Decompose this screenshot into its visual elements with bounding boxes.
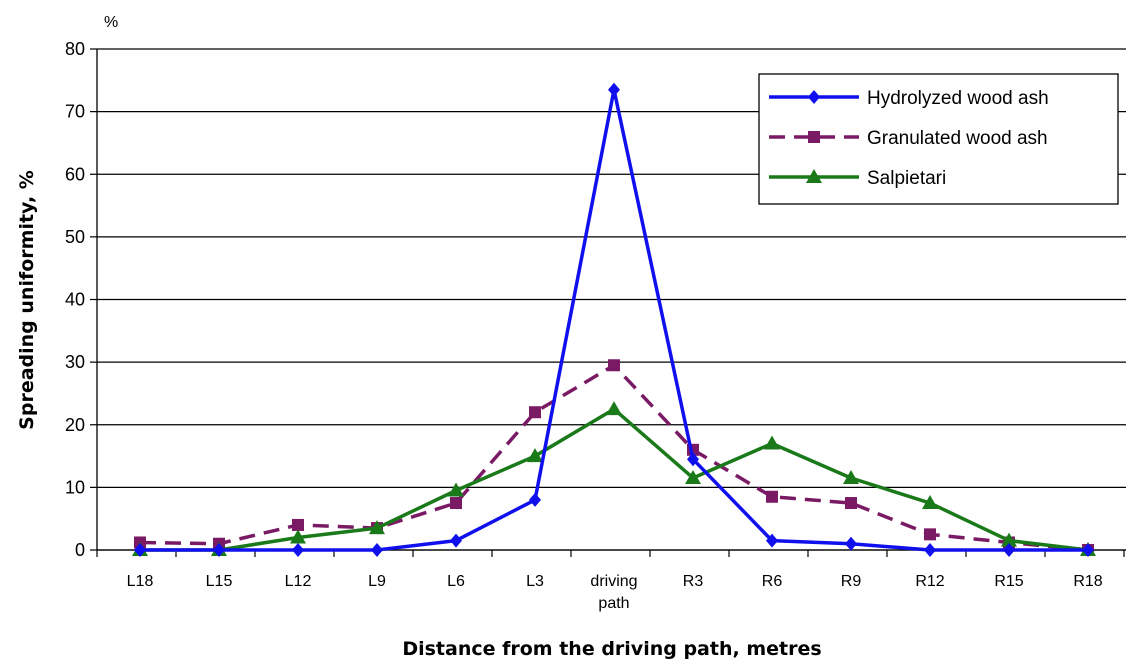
legend-marker-granulated-wood-ash	[808, 131, 820, 143]
y-tick-label-70: 70	[65, 102, 85, 122]
x-tick-label-driving-path: driving path	[590, 573, 637, 612]
data-point-salpietari	[764, 435, 780, 450]
y-tick-label-0: 0	[75, 540, 85, 560]
data-point-hydrolyzed-wood-ash	[292, 543, 304, 557]
data-point-granulated-wood-ash	[845, 497, 857, 510]
series-group	[132, 82, 1096, 557]
data-point-salpietari	[448, 482, 464, 497]
data-point-granulated-wood-ash	[924, 528, 936, 541]
y-tick-label-20: 20	[65, 415, 85, 435]
data-point-hydrolyzed-wood-ash	[1082, 543, 1094, 557]
x-tick-label-L12: L12	[285, 573, 312, 590]
x-tick-label-L15: L15	[206, 573, 233, 590]
data-point-hydrolyzed-wood-ash	[450, 533, 462, 548]
x-tick-label-R12: R12	[915, 573, 944, 590]
data-point-salpietari	[369, 520, 385, 535]
x-tick-label-R6: R6	[762, 573, 783, 590]
data-point-hydrolyzed-wood-ash	[134, 543, 146, 557]
data-point-salpietari	[290, 529, 306, 544]
data-point-salpietari	[1001, 532, 1017, 547]
data-point-granulated-wood-ash	[608, 359, 620, 372]
legend-label-salpietari: Salpietari	[867, 168, 946, 189]
legend-marker-hydrolyzed-wood-ash	[808, 90, 820, 104]
legend-label-granulated-wood-ash: Granulated wood ash	[867, 128, 1048, 149]
x-tick-label-L9: L9	[368, 573, 386, 590]
data-point-hydrolyzed-wood-ash	[371, 543, 383, 557]
data-point-hydrolyzed-wood-ash	[687, 452, 699, 467]
y-tick-label-80: 80	[65, 39, 85, 59]
x-tick-label-L18: L18	[127, 573, 154, 590]
x-tick-label-R18: R18	[1073, 573, 1102, 590]
series-salpietari	[132, 401, 1096, 556]
data-point-hydrolyzed-wood-ash	[213, 543, 225, 557]
y-tick-label-10: 10	[65, 477, 85, 497]
data-point-salpietari	[922, 495, 938, 510]
x-tick-label-L3: L3	[526, 573, 544, 590]
x-axis-ticks: L18 L15 L12 L9 L6 L3 driving path R3 R6 R9 R12 R15 R1…	[96, 550, 1125, 612]
data-point-hydrolyzed-wood-ash	[608, 82, 620, 97]
x-tick-label-R15: R15	[994, 573, 1023, 590]
y-tick-label-30: 30	[65, 352, 85, 372]
x-axis-title: Distance from the driving path, metres	[402, 638, 821, 660]
series-granulated-wood-ash	[134, 359, 1094, 556]
gridlines	[97, 48, 1126, 551]
y-tick-label-40: 40	[65, 290, 85, 310]
x-tick-label-R9: R9	[841, 573, 862, 590]
data-point-hydrolyzed-wood-ash	[924, 543, 936, 557]
y-tick-label-50: 50	[65, 227, 85, 247]
data-point-hydrolyzed-wood-ash	[766, 533, 778, 548]
legend-marker-salpietari	[806, 169, 822, 183]
y-tick-label-60: 60	[65, 164, 85, 184]
series-hydrolyzed-wood-ash	[134, 82, 1094, 557]
data-point-salpietari	[843, 469, 859, 484]
data-point-salpietari	[527, 448, 543, 463]
data-point-granulated-wood-ash	[529, 406, 541, 419]
legend-label-hydrolyzed-wood-ash: Hydrolyzed wood ash	[867, 88, 1049, 109]
y-axis-unit: %	[104, 14, 118, 31]
data-point-salpietari	[606, 401, 622, 416]
data-point-salpietari	[685, 469, 701, 484]
data-point-granulated-wood-ash	[292, 518, 304, 531]
legend: Hydrolyzed wood ash Granulated wood ash Sa…	[758, 73, 1119, 205]
x-tick-label-L6: L6	[447, 573, 465, 590]
data-point-hydrolyzed-wood-ash	[529, 492, 541, 507]
x-tick-label-R3: R3	[683, 573, 704, 590]
data-point-hydrolyzed-wood-ash	[845, 536, 857, 551]
data-point-hydrolyzed-wood-ash	[1003, 543, 1015, 557]
series-line-salpietari	[140, 407, 1089, 552]
data-point-granulated-wood-ash	[766, 490, 778, 503]
y-axis-ticks: 0 10 20 30 40 50 60 70 80	[65, 39, 97, 560]
series-line-granulated-wood-ash	[139, 363, 1089, 552]
data-point-granulated-wood-ash	[450, 497, 462, 510]
y-axis-title: Spreading uniformity, %	[16, 170, 38, 430]
